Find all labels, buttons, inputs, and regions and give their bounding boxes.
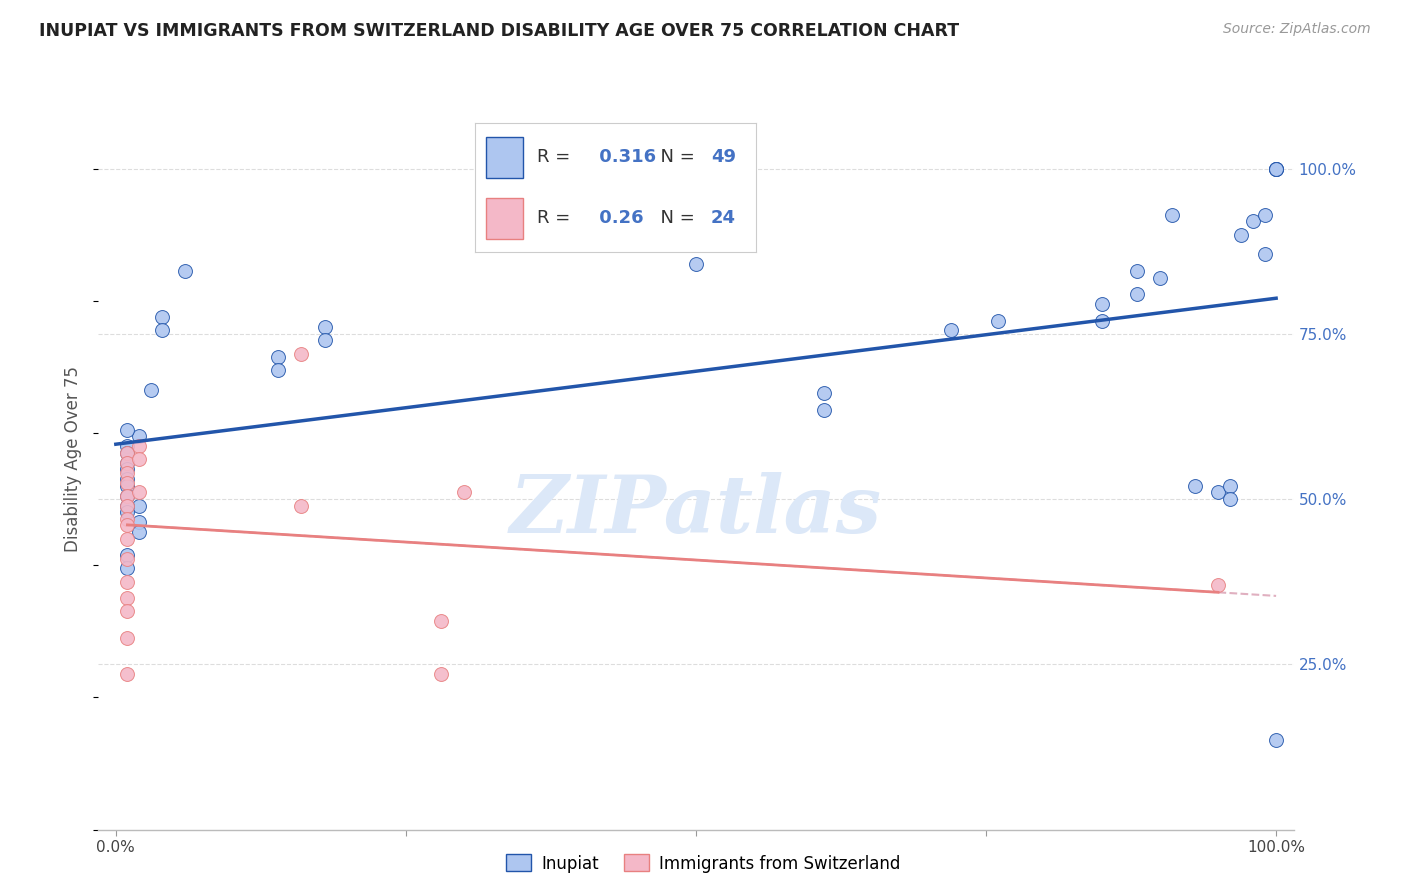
Point xyxy=(117,551,139,566)
Point xyxy=(117,472,139,486)
Point xyxy=(117,532,139,546)
Point xyxy=(117,475,139,490)
Point xyxy=(813,386,835,401)
Point xyxy=(1160,208,1182,222)
Point xyxy=(128,429,150,443)
Point xyxy=(128,485,150,500)
Point xyxy=(117,667,139,681)
Point xyxy=(117,439,139,453)
Point xyxy=(128,525,150,540)
Point xyxy=(117,466,139,480)
Point xyxy=(1091,297,1114,311)
Point xyxy=(1126,264,1149,278)
Point xyxy=(128,515,150,529)
Y-axis label: Disability Age Over 75: Disability Age Over 75 xyxy=(65,367,83,552)
Point xyxy=(453,485,475,500)
Point xyxy=(267,363,290,377)
Point xyxy=(987,313,1010,327)
Point xyxy=(290,499,312,513)
Point xyxy=(1265,161,1288,176)
Point xyxy=(117,499,139,513)
Point xyxy=(1241,214,1264,228)
Point xyxy=(1230,227,1253,242)
Point xyxy=(117,489,139,503)
Point xyxy=(1219,491,1241,506)
Text: ZIPatlas: ZIPatlas xyxy=(510,473,882,550)
Point xyxy=(117,604,139,618)
Point xyxy=(685,178,707,192)
Point xyxy=(117,499,139,513)
Point xyxy=(314,334,336,348)
Point xyxy=(117,462,139,476)
Point xyxy=(813,402,835,417)
Point xyxy=(1219,479,1241,493)
Point xyxy=(314,320,336,334)
Text: Source: ZipAtlas.com: Source: ZipAtlas.com xyxy=(1223,22,1371,37)
Point xyxy=(1149,270,1171,285)
Point xyxy=(117,591,139,606)
Point xyxy=(117,489,139,503)
Point xyxy=(117,518,139,533)
Point xyxy=(150,310,173,325)
Point xyxy=(1206,485,1229,500)
Point xyxy=(117,548,139,562)
Point xyxy=(1206,578,1229,592)
Point xyxy=(174,264,197,278)
Point xyxy=(267,350,290,364)
Point xyxy=(117,446,139,460)
Point xyxy=(1265,161,1288,176)
Point xyxy=(1265,161,1288,176)
Point xyxy=(117,512,139,526)
Point xyxy=(290,346,312,360)
Point xyxy=(941,323,963,337)
Point xyxy=(117,631,139,645)
Point xyxy=(1091,313,1114,327)
Point xyxy=(1184,479,1206,493)
Point xyxy=(139,383,162,397)
Point xyxy=(117,505,139,519)
Point xyxy=(128,452,150,467)
Point xyxy=(1126,287,1149,301)
Point xyxy=(150,323,173,337)
Point xyxy=(117,479,139,493)
Point xyxy=(1253,247,1275,261)
Point xyxy=(117,561,139,575)
Point xyxy=(1265,733,1288,747)
Point xyxy=(429,667,451,681)
Legend: Inupiat, Immigrants from Switzerland: Inupiat, Immigrants from Switzerland xyxy=(499,847,907,880)
Point xyxy=(117,446,139,460)
Point xyxy=(685,257,707,271)
Point xyxy=(1265,161,1288,176)
Point xyxy=(117,574,139,589)
Point xyxy=(128,499,150,513)
Point xyxy=(1253,208,1275,222)
Point xyxy=(429,615,451,629)
Point xyxy=(117,456,139,470)
Point xyxy=(117,423,139,437)
Text: INUPIAT VS IMMIGRANTS FROM SWITZERLAND DISABILITY AGE OVER 75 CORRELATION CHART: INUPIAT VS IMMIGRANTS FROM SWITZERLAND D… xyxy=(39,22,959,40)
Point xyxy=(117,456,139,470)
Point xyxy=(128,439,150,453)
